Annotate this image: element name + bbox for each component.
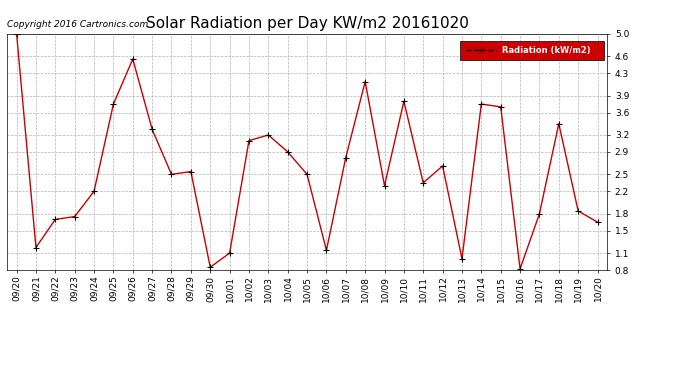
FancyBboxPatch shape [460,41,604,60]
Text: Radiation (kW/m2): Radiation (kW/m2) [502,46,591,55]
Text: Copyright 2016 Cartronics.com: Copyright 2016 Cartronics.com [7,20,148,29]
Title: Solar Radiation per Day KW/m2 20161020: Solar Radiation per Day KW/m2 20161020 [146,16,469,31]
